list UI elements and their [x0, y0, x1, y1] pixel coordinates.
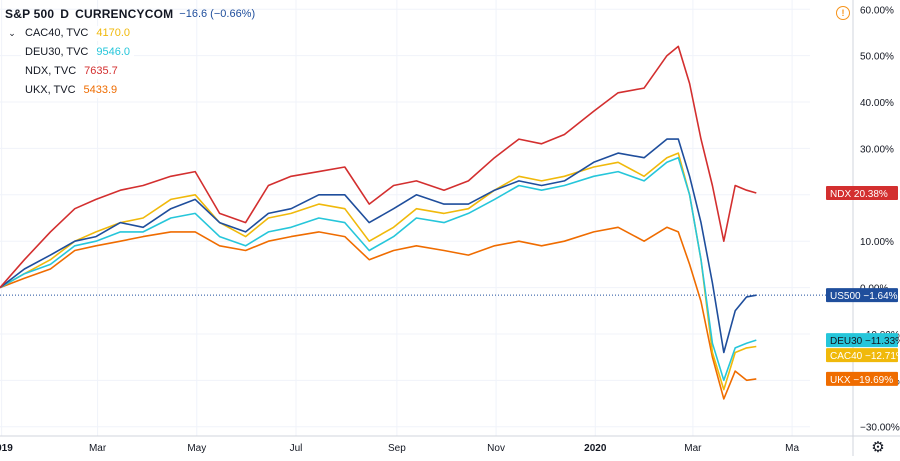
main-change: −16.6 (−0.66%) — [179, 8, 256, 20]
last-value-labels: NDX 20.38% US500 −1.64% DEU30 −11.33% CAC40… — [826, 186, 900, 386]
legend-symbol: UKX, TVC — [25, 84, 76, 96]
y-tick-label: 30.00% — [860, 144, 894, 155]
legend-symbol: NDX, TVC — [25, 65, 77, 77]
last-value-label-cac40: CAC40 −12.71% — [826, 348, 900, 363]
chevron-down-icon[interactable]: ⌄ — [8, 28, 16, 38]
last-value-label-deu30: DEU30 −11.33% — [826, 333, 900, 348]
gear-icon[interactable]: ⚙ — [871, 439, 885, 456]
legend-item[interactable]: ⌄ CAC40, TVC 4170.0 — [5, 24, 255, 43]
y-tick-label: 40.00% — [860, 98, 894, 109]
x-tick-label: Nov — [487, 443, 505, 454]
main-symbol[interactable]: S&P 500 — [5, 7, 55, 21]
last-value-label-ukx: UKX −19.69% — [826, 371, 898, 386]
y-tick-label: 10.00% — [860, 237, 894, 248]
legend-item[interactable]: NDX, TVC 7635.7 — [5, 62, 255, 81]
legend-item[interactable]: UKX, TVC 5433.9 — [5, 81, 255, 100]
legend-symbol: DEU30, TVC — [25, 46, 89, 58]
label-box — [826, 288, 898, 303]
x-tick-label: Jul — [290, 443, 303, 454]
legend-symbol: CAC40, TVC — [25, 27, 89, 39]
legend-value: 5433.9 — [83, 84, 118, 96]
x-tick-label: 2019 — [0, 443, 13, 454]
legend-header: S&P 500 D CURRENCYCOM −16.6 (−0.66%) — [5, 5, 255, 24]
x-tick-label: Ma — [785, 443, 799, 454]
x-tick-label: 2020 — [584, 443, 607, 454]
label-text: DEU30 −11.33% — [830, 336, 900, 347]
label-box — [826, 333, 898, 348]
series-lines — [0, 45, 757, 400]
x-tick-label: Sep — [388, 443, 406, 454]
interval-label[interactable]: D — [60, 7, 70, 21]
label-text: NDX 20.38% — [830, 189, 888, 200]
warning-icon[interactable]: ! — [836, 6, 850, 20]
label-box — [826, 186, 898, 201]
label-box — [826, 348, 898, 363]
series-line-us500 — [0, 138, 757, 354]
legend-item[interactable]: DEU30, TVC 9546.0 — [5, 43, 255, 62]
y-tick-label: −30.00% — [860, 423, 900, 434]
label-text: US500 −1.64% — [830, 291, 898, 302]
chart-legend: S&P 500 D CURRENCYCOM −16.6 (−0.66%) ⌄ C… — [5, 5, 255, 100]
legend-value: 7635.7 — [84, 65, 118, 77]
series-line-cac40 — [0, 152, 757, 391]
y-tick-label: 60.00% — [860, 5, 894, 16]
x-tick-label: Mar — [684, 443, 702, 454]
label-text: CAC40 −12.71% — [830, 351, 900, 362]
label-text: UKX −19.69% — [830, 375, 893, 386]
series-line-ndx — [0, 45, 757, 289]
source-label: CURRENCYCOM — [75, 7, 174, 21]
y-tick-label: 50.00% — [860, 52, 894, 63]
series-line-deu30 — [0, 156, 757, 382]
legend-value: 9546.0 — [96, 46, 131, 58]
x-tick-label: Mar — [89, 443, 107, 454]
last-value-label-us500: US500 −1.64% — [826, 288, 898, 303]
label-box — [826, 371, 898, 386]
series-line-ukx — [0, 226, 757, 400]
legend-value: 4170.0 — [96, 27, 131, 39]
x-tick-label: May — [187, 443, 206, 454]
last-value-label-ndx: NDX 20.38% — [826, 186, 898, 201]
